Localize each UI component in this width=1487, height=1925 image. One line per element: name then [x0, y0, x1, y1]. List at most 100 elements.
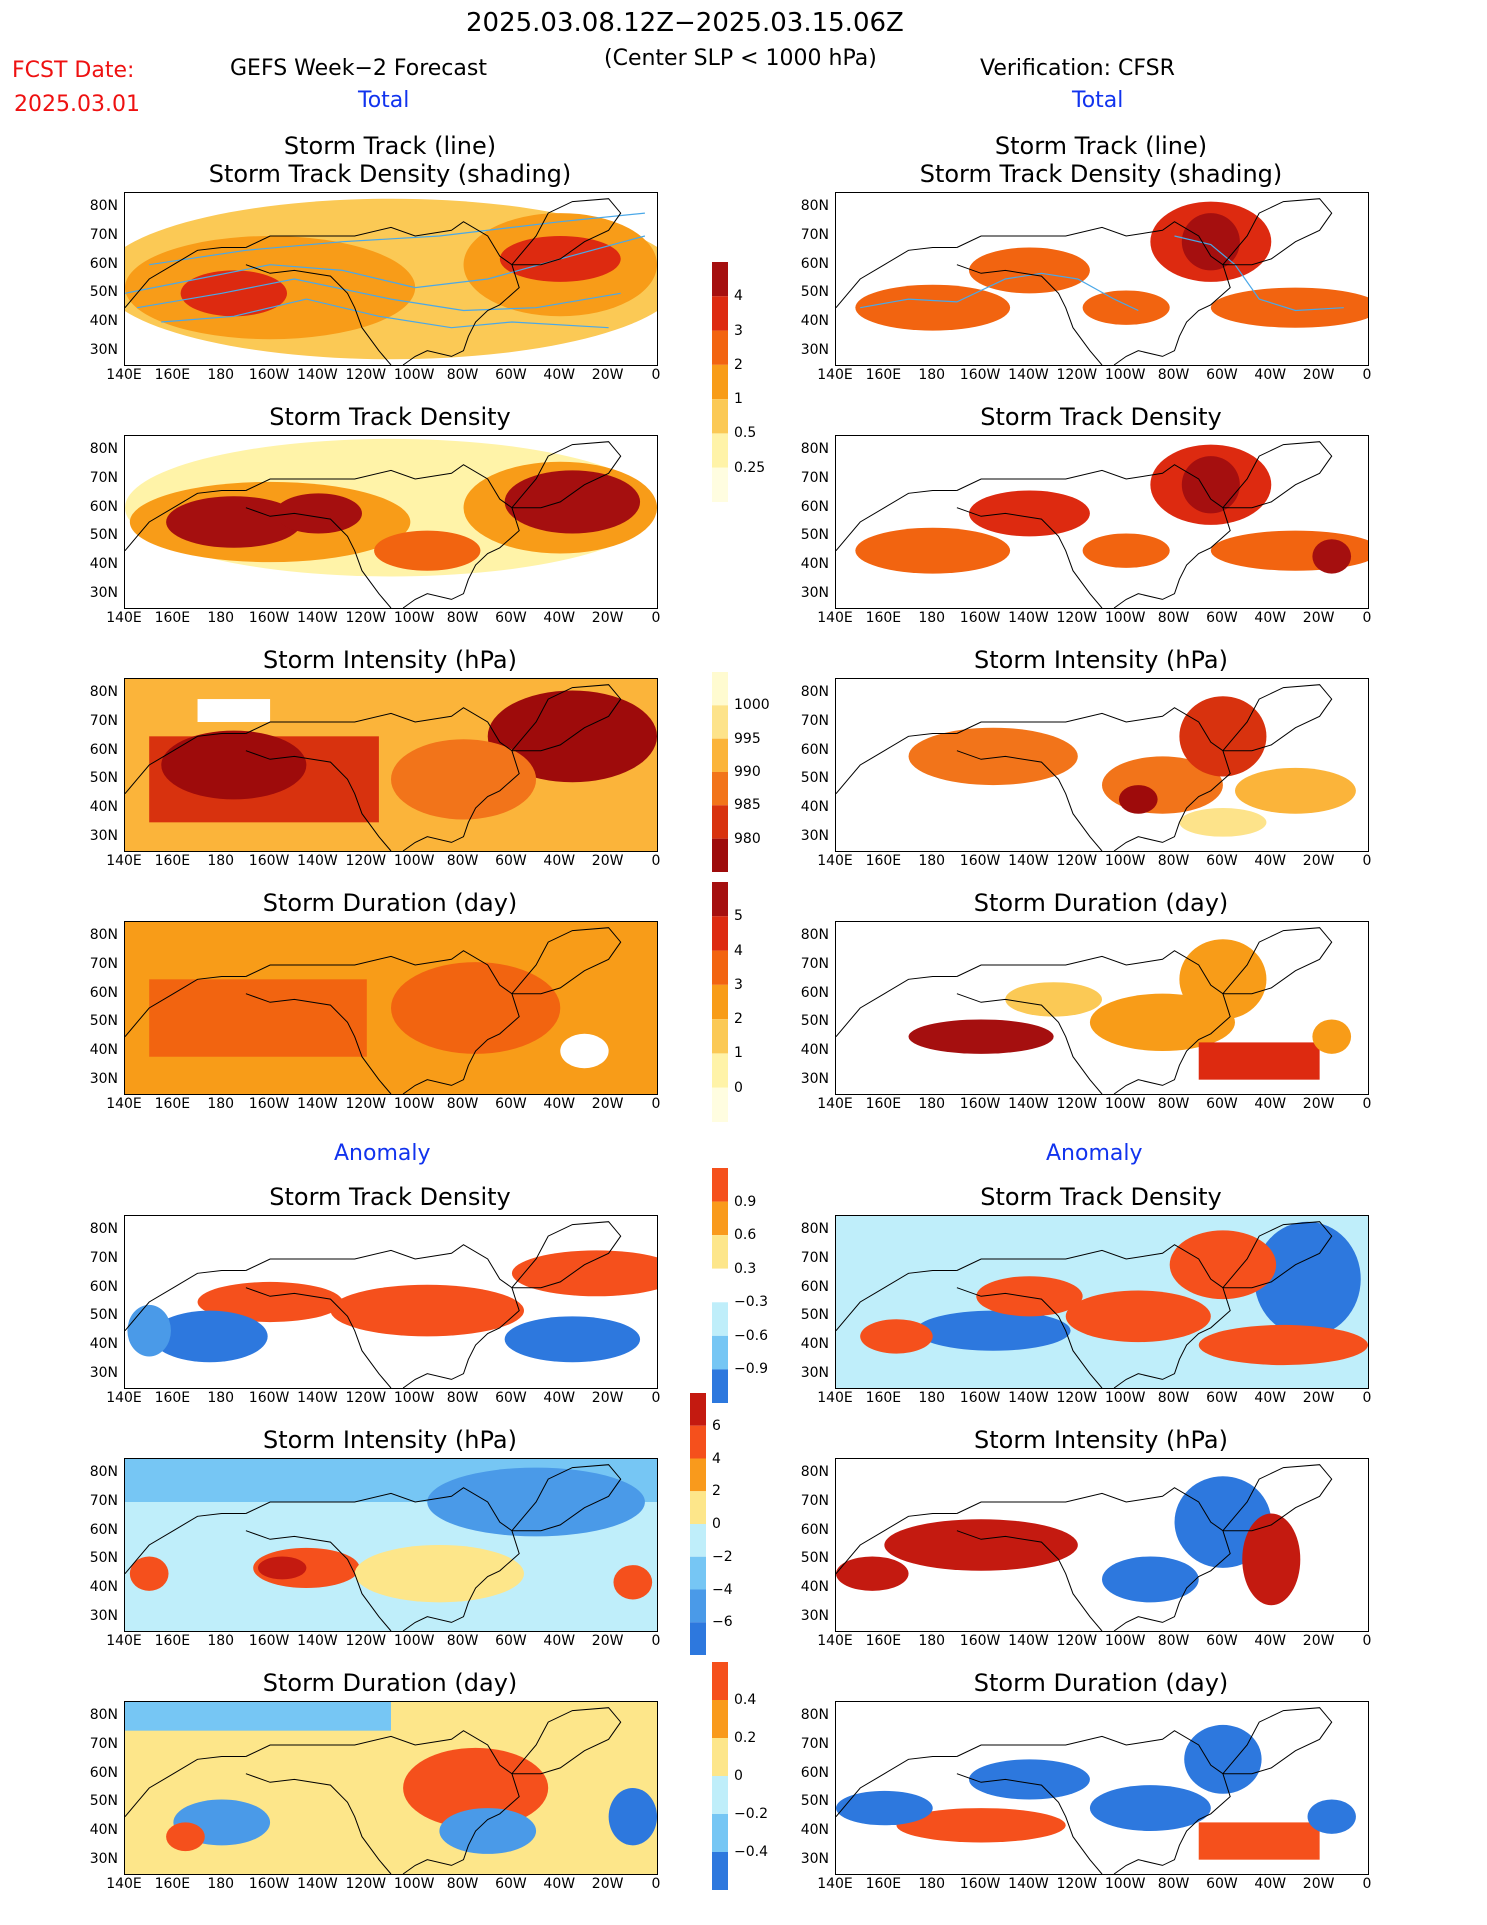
lat-tick-label: 80N — [89, 441, 118, 458]
field-shade — [1198, 1042, 1320, 1080]
title-line-2: Storm Track Density (shading) — [919, 160, 1283, 188]
lon-tick-label: 160W — [959, 1096, 1001, 1112]
lon-tick-label: 180 — [918, 1390, 946, 1406]
lon-tick-label: 160W — [959, 853, 1001, 869]
lon-tick-label: 0 — [651, 1633, 661, 1649]
colorbar-swatch — [712, 1335, 728, 1370]
field-shade — [127, 1304, 171, 1357]
field-shade — [391, 962, 561, 1054]
lon-tick-label: 100W — [393, 367, 435, 383]
field-shade — [274, 493, 362, 534]
lat-tick-label: 80N — [89, 1464, 118, 1481]
lon-tick-label: 40W — [1254, 1390, 1287, 1406]
field-shade — [560, 1033, 609, 1069]
storm-track-line — [1174, 235, 1344, 312]
field-shade — [1118, 785, 1158, 814]
coastline — [245, 507, 392, 608]
colorbar-swatch — [712, 296, 728, 331]
field-shade — [504, 1316, 641, 1363]
lon-tick-label: 140E — [106, 610, 142, 626]
lon-tick-label: 160W — [248, 1096, 290, 1112]
lon-tick-label: 160W — [959, 1633, 1001, 1649]
forecast-density-anom-map — [124, 1215, 658, 1389]
lat-tick-label: 60N — [89, 741, 118, 758]
lat-tick-label: 80N — [800, 1464, 829, 1481]
lon-tick-label: 40W — [543, 853, 576, 869]
lon-tick-label: 180 — [207, 1633, 235, 1649]
colorbar-label: −4 — [712, 1581, 733, 1598]
lon-tick-label: 160W — [959, 367, 1001, 383]
coastline — [1222, 927, 1333, 995]
lat-tick-label: 70N — [89, 713, 118, 729]
lat-tick-label: 60N — [800, 498, 829, 515]
colorbar-duration — [712, 882, 728, 1122]
lon-tick-label: 180 — [207, 1876, 235, 1892]
lon-tick-label: 20W — [591, 1096, 624, 1112]
lon-tick-label: 180 — [918, 1876, 946, 1892]
verif-intensity-map — [835, 678, 1369, 852]
field-shade — [1005, 982, 1102, 1017]
lon-tick-label: 60W — [495, 1876, 527, 1892]
lon-tick-label: 100W — [393, 853, 435, 869]
field-shade — [836, 1790, 933, 1826]
coastline — [245, 1530, 392, 1631]
lon-tick-label: 100W — [393, 1390, 435, 1406]
lon-tick-label: 180 — [207, 853, 235, 869]
coastline — [511, 684, 622, 752]
lat-tick-label: 50N — [800, 1793, 829, 1810]
lat-tick-label: 30N — [89, 1850, 118, 1867]
colorbar-swatch — [712, 705, 728, 739]
lon-tick-label: 160E — [865, 610, 902, 626]
lat-tick-label: 30N — [89, 341, 118, 358]
lon-tick-label: 140W — [297, 610, 338, 626]
colorbar-swatch — [690, 1622, 706, 1655]
lat-tick-label: 50N — [89, 1013, 118, 1030]
lon-tick-label: 160E — [865, 1390, 902, 1406]
lon-tick-label: 60W — [1206, 1096, 1238, 1112]
criterion-subtitle: (Center SLP < 1000 hPa) — [604, 46, 877, 71]
verif-duration-anom-title: Storm Duration (day) — [973, 1669, 1229, 1697]
field-shade — [836, 1556, 909, 1591]
colorbar-label: 0 — [734, 1079, 743, 1096]
forecast-duration-title: Storm Duration (day) — [262, 889, 518, 917]
field-shade — [1169, 1230, 1277, 1300]
fcst-date-value: 2025.03.01 — [14, 92, 140, 117]
lon-tick-label: 180 — [918, 853, 946, 869]
lat-tick-label: 60N — [89, 984, 118, 1001]
lat-tick-label: 50N — [800, 527, 829, 544]
period-title: 2025.03.08.12Z−2025.03.15.06Z — [466, 8, 904, 38]
field-shade — [1312, 539, 1352, 574]
field-shade — [855, 284, 1011, 331]
lon-tick-label: 60W — [1206, 1390, 1238, 1406]
lat-tick-label: 70N — [800, 1736, 829, 1752]
field-shade — [149, 979, 367, 1057]
coastline — [956, 264, 1103, 365]
colorbar-swatch — [712, 1852, 728, 1890]
lat-tick-label: 80N — [89, 927, 118, 944]
field-shade — [1242, 1513, 1301, 1606]
field-shade — [908, 1019, 1054, 1054]
coastline — [245, 1773, 392, 1874]
colorbar-density_anom — [712, 1168, 728, 1403]
lon-tick-label: 160E — [865, 1633, 902, 1649]
field-shade — [1089, 1785, 1211, 1831]
lon-tick-label: 140E — [106, 367, 142, 383]
field-shade — [613, 1565, 653, 1600]
lon-tick-label: 160E — [154, 1633, 191, 1649]
coastline — [245, 1287, 392, 1388]
coastline — [956, 993, 1103, 1094]
storm-track-line — [161, 298, 609, 329]
colorbar-label: 995 — [734, 730, 761, 747]
colorbar-label: 990 — [734, 764, 761, 780]
lat-tick-label: 60N — [89, 1764, 118, 1781]
coastline — [956, 1530, 1103, 1631]
lon-tick-label: 120W — [345, 367, 387, 383]
lon-tick-label: 20W — [591, 1876, 624, 1892]
colorbar-swatch — [712, 1087, 728, 1122]
coastline — [836, 1270, 957, 1332]
colorbar-intensity_anom — [690, 1393, 706, 1655]
coastline — [836, 1756, 957, 1818]
lat-tick-label: 40N — [89, 799, 118, 815]
forecast-density-title: Storm Track Density — [269, 403, 511, 431]
lon-tick-label: 140E — [106, 1096, 142, 1112]
